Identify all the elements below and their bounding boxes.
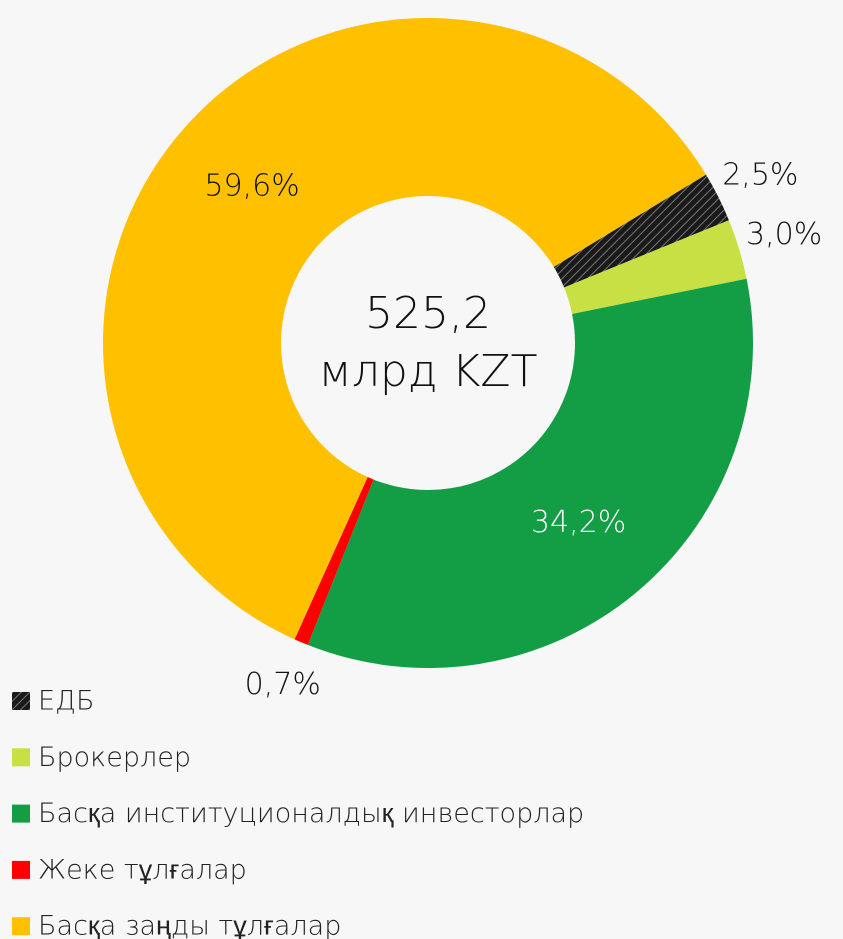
- legend-label: Басқа институционалдық инвесторлар: [38, 798, 584, 829]
- data-label: 2,5%: [722, 157, 798, 192]
- data-label: 34,2%: [531, 505, 626, 540]
- slice: [294, 477, 374, 645]
- legend-label: Басқа заңды тұлғалар: [38, 911, 341, 939]
- legend-swatch: [12, 804, 30, 823]
- legend-swatch: [12, 860, 30, 879]
- center-unit: млрд KZT: [319, 346, 538, 397]
- legend-swatch: [12, 748, 30, 767]
- data-label: 0,7%: [245, 667, 321, 702]
- legend-swatch: [12, 917, 30, 936]
- data-label: 3,0%: [746, 217, 822, 252]
- legend-label: ЕДБ: [38, 686, 95, 717]
- legend-label: Жеке тұлғалар: [38, 854, 247, 885]
- legend-label: Брокерлер: [38, 742, 191, 773]
- legend-swatch: [12, 692, 30, 710]
- slice: [564, 220, 747, 314]
- center-value: 525,2: [365, 288, 491, 339]
- slice: [553, 174, 729, 288]
- slice: [103, 18, 706, 640]
- slice: [307, 278, 753, 668]
- data-label: 59,6%: [204, 169, 299, 204]
